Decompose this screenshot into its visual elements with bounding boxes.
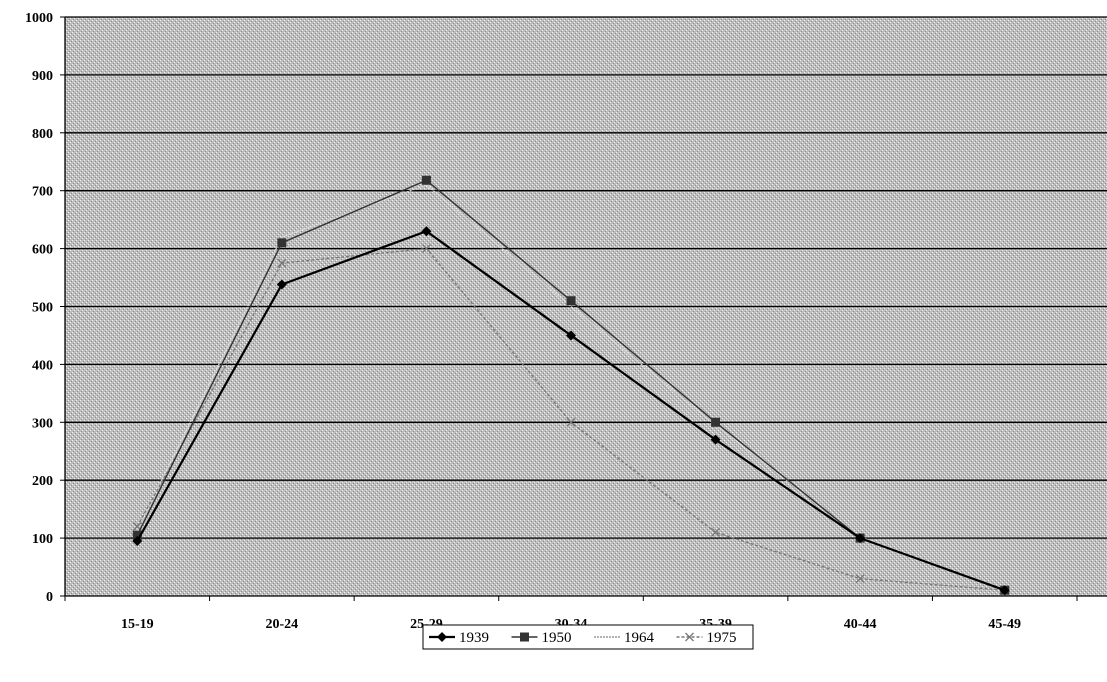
point-1950-20-24 bbox=[277, 238, 287, 248]
x-tick-label-45-49: 45-49 bbox=[988, 617, 1021, 632]
point-1950-35-39 bbox=[711, 417, 721, 427]
legend-marker-1950 bbox=[520, 632, 529, 642]
point-1975-30-34 bbox=[566, 417, 576, 427]
point-1939-25-29 bbox=[421, 226, 432, 237]
point-1975-20-24 bbox=[277, 258, 287, 268]
legend-label-1939: 1939 bbox=[459, 630, 489, 646]
point-1939-45-49 bbox=[999, 585, 1010, 596]
point-1939-30-34 bbox=[566, 330, 576, 341]
point-1950-30-34 bbox=[566, 296, 576, 306]
legend-label-1975: 1975 bbox=[707, 630, 737, 646]
legend-item-1950: 1950 bbox=[511, 630, 572, 646]
point-1950-25-29 bbox=[421, 175, 431, 185]
y-tick-label-300: 300 bbox=[32, 416, 53, 431]
legend-marker-1939 bbox=[437, 632, 447, 642]
legend-marker-1975 bbox=[685, 632, 694, 642]
legend-item-1939: 1939 bbox=[429, 630, 489, 646]
legend-item-1975: 1975 bbox=[676, 630, 737, 646]
y-tick-label-600: 600 bbox=[32, 243, 53, 258]
y-tick-label-700: 700 bbox=[32, 185, 53, 200]
x-tick-label-15-19: 15-19 bbox=[121, 617, 154, 632]
legend: 1939 1950 1964 1975 bbox=[422, 624, 754, 650]
legend-label-1950: 1950 bbox=[542, 630, 572, 646]
legend-label-1964: 1964 bbox=[624, 630, 655, 646]
point-1975-40-44 bbox=[855, 574, 865, 584]
y-tick-label-1000: 1000 bbox=[25, 11, 53, 26]
point-1975-35-39 bbox=[711, 527, 721, 537]
point-1950-15-19 bbox=[132, 530, 142, 540]
point-1939-35-39 bbox=[710, 434, 721, 445]
series-1939 bbox=[132, 226, 1010, 596]
point-1975-25-29 bbox=[421, 244, 431, 254]
y-tick-label-800: 800 bbox=[32, 127, 53, 142]
x-tick-label-20-24: 20-24 bbox=[266, 617, 299, 632]
y-tick-label-900: 900 bbox=[32, 69, 53, 84]
x-tick-label-40-44: 40-44 bbox=[844, 617, 877, 632]
y-tick-label-0: 0 bbox=[46, 590, 53, 605]
point-1939-15-19 bbox=[132, 535, 143, 546]
y-tick-label-200: 200 bbox=[32, 474, 53, 489]
y-axis-ticks: 0 100 200 300 400 500 600 700 800 900 1000 bbox=[25, 11, 65, 605]
series-group bbox=[132, 175, 1010, 596]
point-1939-20-24 bbox=[276, 279, 287, 290]
y-tick-label-500: 500 bbox=[32, 301, 53, 316]
y-tick-label-400: 400 bbox=[32, 358, 53, 373]
y-tick-label-100: 100 bbox=[32, 532, 53, 547]
point-1939-40-44 bbox=[855, 533, 866, 544]
gridlines bbox=[65, 16, 1107, 539]
legend-item-1964: 1964 bbox=[594, 630, 655, 646]
